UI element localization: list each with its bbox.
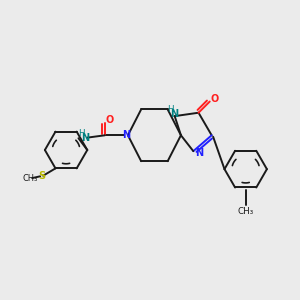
Text: H: H [78, 129, 85, 138]
Text: N: N [170, 110, 178, 119]
Text: N: N [122, 130, 130, 140]
Text: S: S [38, 171, 46, 181]
Text: CH₃: CH₃ [238, 207, 254, 216]
Text: N: N [195, 148, 203, 158]
Text: N: N [81, 133, 89, 143]
Text: O: O [210, 94, 219, 103]
Text: CH₃: CH₃ [22, 174, 38, 183]
Text: H: H [168, 105, 174, 114]
Text: O: O [106, 115, 114, 125]
